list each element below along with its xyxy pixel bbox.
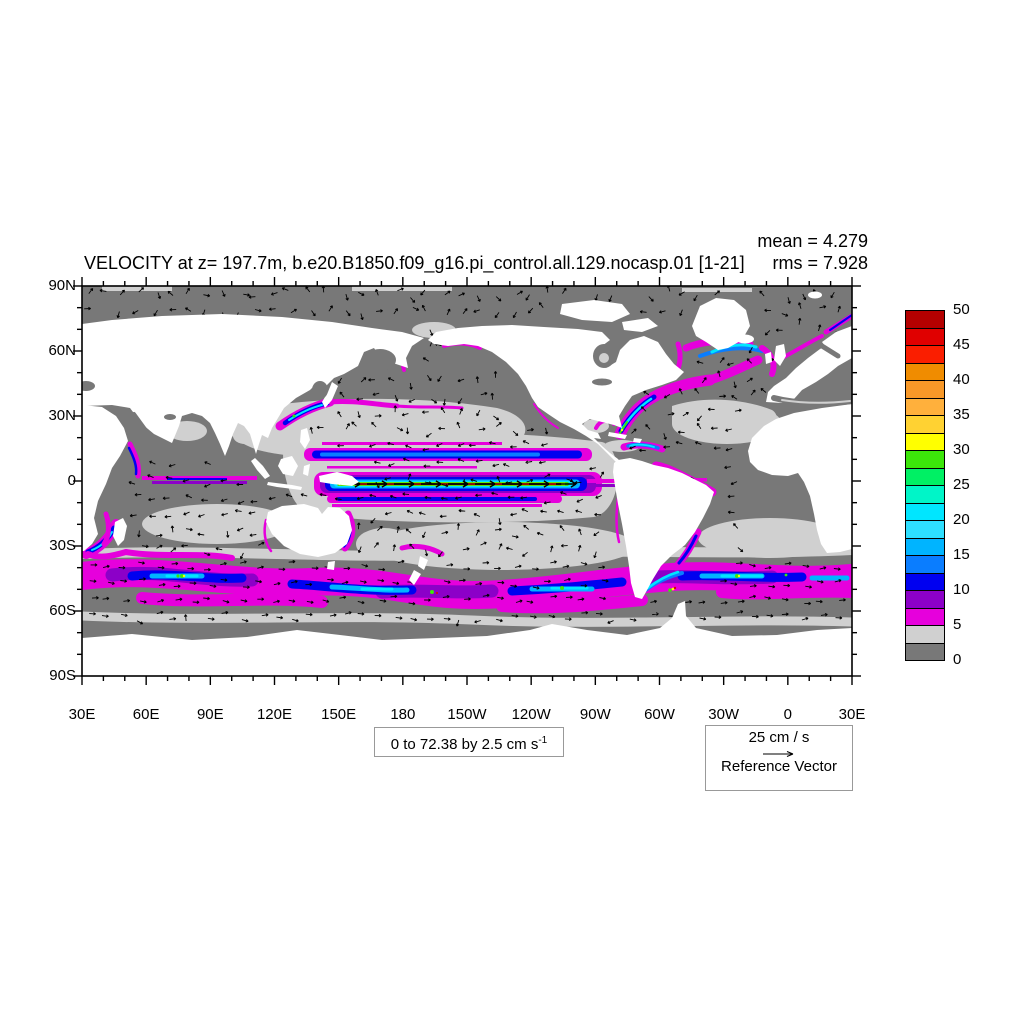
colorbar-box bbox=[905, 555, 945, 574]
colorbar-box bbox=[905, 520, 945, 539]
colorbar-box bbox=[905, 502, 945, 521]
land-ireland bbox=[765, 352, 772, 364]
land-africa-west bbox=[748, 404, 852, 553]
y-axis-label: 60S bbox=[49, 602, 76, 619]
stat-mean: mean = 4.279 bbox=[757, 231, 868, 251]
colorbar-tick-label: 50 bbox=[953, 301, 970, 318]
land-arctic-islands bbox=[560, 300, 630, 322]
land-new-zealand-south bbox=[409, 570, 421, 585]
colorbar-tick-label: 35 bbox=[953, 406, 970, 423]
colorbar-box bbox=[905, 310, 945, 329]
land-philippines bbox=[300, 428, 310, 449]
land-new-guinea bbox=[319, 472, 359, 486]
x-axis-label: 90W bbox=[579, 706, 611, 723]
land-sulawesi bbox=[303, 464, 310, 476]
x-axis-label: 150E bbox=[321, 706, 357, 723]
land-tasmania bbox=[327, 561, 335, 570]
x-axis-label: 180 bbox=[390, 706, 416, 723]
land-madagascar bbox=[113, 518, 127, 546]
land-uk bbox=[774, 344, 786, 366]
x-axis-label: 60W bbox=[644, 706, 675, 723]
map-content bbox=[82, 286, 852, 676]
land bbox=[82, 291, 852, 676]
colorbar-tick-label: 20 bbox=[953, 511, 970, 528]
colorbar-box bbox=[905, 432, 945, 451]
colorbar bbox=[905, 310, 945, 661]
x-axis-label: 30E bbox=[68, 706, 96, 723]
colorbar-tick-label: 25 bbox=[953, 476, 970, 493]
colorbar-box bbox=[905, 590, 945, 609]
contour-info-box: 0 to 72.38 by 2.5 cm s-1 bbox=[374, 727, 564, 757]
contour-info-text: 0 to 72.38 by 2.5 cm s bbox=[390, 736, 539, 753]
colorbar-box bbox=[905, 380, 945, 399]
colorbar-tick-label: 15 bbox=[953, 546, 970, 563]
contour-info-exponent: -1 bbox=[538, 735, 548, 746]
colorbar-box bbox=[905, 607, 945, 626]
land-hispaniola bbox=[633, 438, 642, 443]
land-svalbard bbox=[808, 291, 822, 299]
colorbar-box bbox=[905, 467, 945, 486]
colorbar-box bbox=[905, 537, 945, 556]
reference-vector-arrow-icon bbox=[706, 746, 852, 758]
reference-vector-box: 25 cm / s Reference Vector bbox=[705, 725, 853, 791]
land-antarctica bbox=[82, 601, 852, 676]
x-axis-label: 30E bbox=[838, 706, 866, 723]
y-axis-label: 0 bbox=[67, 472, 76, 489]
colorbar-tick-label: 10 bbox=[953, 581, 970, 598]
reference-vector-value: 25 cm / s bbox=[748, 729, 810, 746]
colorbar-box bbox=[905, 327, 945, 346]
antarctic-circumpolar-current bbox=[82, 559, 852, 614]
x-axis-label: 0 bbox=[783, 706, 792, 723]
colorbar-box bbox=[905, 485, 945, 504]
y-axis-label: 90N bbox=[48, 277, 76, 294]
land-sumatra bbox=[251, 458, 270, 479]
y-axis-label: 30S bbox=[49, 537, 76, 554]
colorbar-box bbox=[905, 415, 945, 434]
x-axis-label: 30W bbox=[708, 706, 740, 723]
land-greenland bbox=[692, 298, 750, 350]
page-title: VELOCITY at z= 197.7m, b.e20.B1850.f09_g… bbox=[84, 253, 745, 273]
y-axis-label: 60N bbox=[48, 342, 76, 359]
land-arctic-islands-2 bbox=[622, 318, 658, 332]
land-south-america bbox=[613, 458, 714, 599]
colorbar-box bbox=[905, 450, 945, 469]
colorbar-tick-label: 45 bbox=[953, 336, 970, 353]
colorbar-tick-label: 40 bbox=[953, 371, 970, 388]
x-axis-label: 120E bbox=[256, 706, 293, 723]
colorbar-tick-label: 5 bbox=[953, 616, 962, 633]
land-cuba bbox=[608, 432, 627, 439]
x-axis-label: 150W bbox=[447, 706, 487, 723]
colorbar-box bbox=[905, 397, 945, 416]
reference-vector-label: Reference Vector bbox=[721, 758, 837, 775]
land-japan bbox=[322, 382, 338, 408]
colorbar-tick-label: 30 bbox=[953, 441, 970, 458]
land-java bbox=[267, 482, 302, 490]
x-axis-label: 120W bbox=[511, 706, 551, 723]
x-axis-label: 90E bbox=[196, 706, 224, 723]
land-scandinavia bbox=[822, 326, 852, 350]
land-eurasia bbox=[82, 314, 424, 456]
x-axis-label: 60E bbox=[132, 706, 160, 723]
colorbar-box bbox=[905, 625, 945, 644]
land-north-america bbox=[428, 325, 684, 464]
land-borneo bbox=[278, 456, 298, 476]
colorbar-box bbox=[905, 362, 945, 381]
stat-rms: rms = 7.928 bbox=[772, 253, 868, 273]
y-axis-label: 30N bbox=[48, 407, 76, 424]
colorbar-box bbox=[905, 642, 945, 661]
marginal-seas bbox=[82, 343, 852, 438]
land-africa-east bbox=[82, 405, 128, 551]
y-axis-label: 90S bbox=[49, 667, 76, 684]
land-new-zealand bbox=[418, 556, 428, 570]
boundary-currents bbox=[82, 313, 852, 593]
axis-ticks bbox=[73, 277, 861, 685]
colorbar-box bbox=[905, 572, 945, 591]
colorbar-tick-label: 0 bbox=[953, 651, 962, 668]
land-australia bbox=[266, 504, 352, 557]
colorbar-box bbox=[905, 345, 945, 364]
